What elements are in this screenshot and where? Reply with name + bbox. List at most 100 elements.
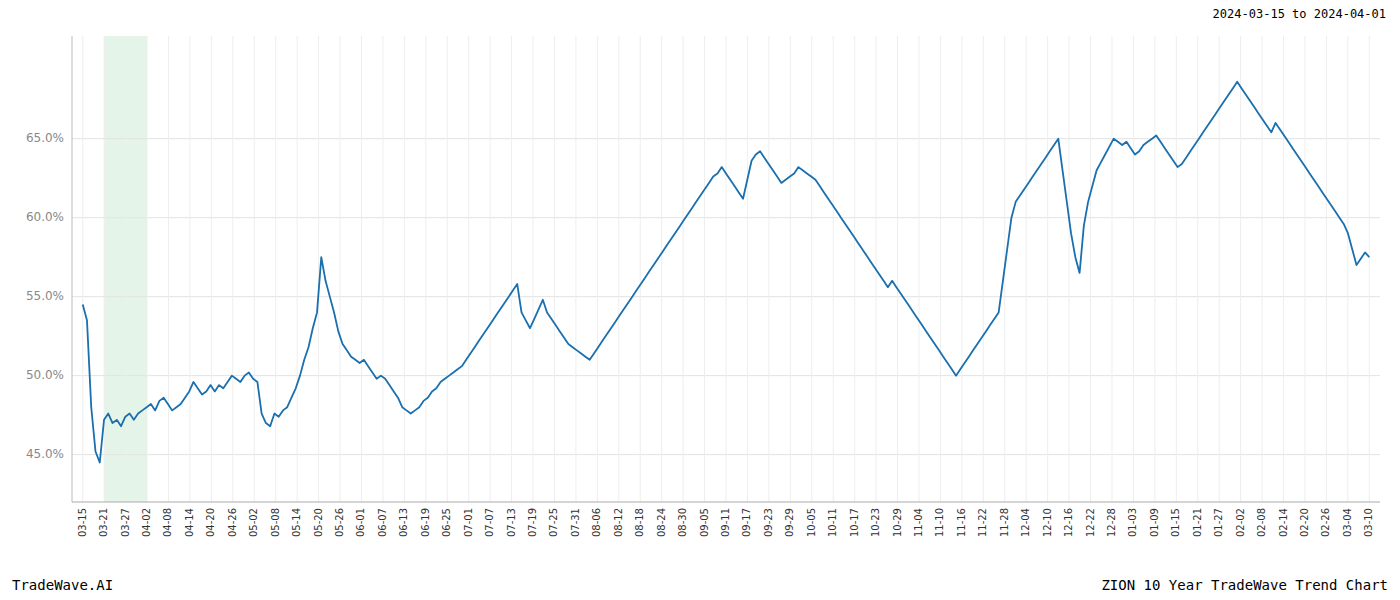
grid	[72, 36, 1380, 502]
x-tick-label: 04-20	[205, 508, 216, 537]
x-grid-line	[1176, 36, 1177, 502]
x-grid-line	[854, 36, 855, 502]
x-tick-label: 06-13	[398, 508, 409, 537]
x-tick-label: 12-10	[1042, 508, 1053, 537]
x-grid-line	[1047, 36, 1048, 502]
x-tick-label: 09-05	[699, 508, 710, 537]
x-tick-label: 01-09	[1149, 508, 1160, 537]
x-tick-label: 06-19	[420, 508, 431, 537]
y-tick-label: 45.0%	[26, 447, 64, 461]
x-grid-line	[1326, 36, 1327, 502]
x-tick-label: 12-28	[1106, 508, 1117, 537]
x-grid-line	[490, 36, 491, 502]
x-tick-label: 07-31	[570, 508, 581, 537]
x-grid-line	[768, 36, 769, 502]
x-tick-label: 08-24	[656, 508, 667, 537]
x-grid-line	[1026, 36, 1027, 502]
background	[0, 0, 1400, 600]
plot-area	[83, 82, 1370, 463]
x-grid-line	[1197, 36, 1198, 502]
x-tick-label: 02-08	[1256, 508, 1267, 537]
x-grid-line	[1111, 36, 1112, 502]
x-tick-label: 01-21	[1192, 508, 1203, 537]
y-tick-label: 55.0%	[26, 289, 64, 303]
x-tick-label: 03-21	[98, 508, 109, 537]
x-grid-line	[1304, 36, 1305, 502]
x-tick-label: 03-15	[77, 508, 88, 537]
x-grid-line	[275, 36, 276, 502]
x-tick-label: 08-12	[613, 508, 624, 537]
x-grid-line	[940, 36, 941, 502]
x-grid-line	[1219, 36, 1220, 502]
x-grid-line	[425, 36, 426, 502]
x-tick-label: 05-08	[270, 508, 281, 537]
x-grid-line	[961, 36, 962, 502]
trend-line	[83, 82, 1370, 463]
x-tick-label: 07-25	[548, 508, 559, 537]
x-grid-line	[897, 36, 898, 502]
x-grid-line	[511, 36, 512, 502]
x-grid-line	[533, 36, 534, 502]
chart-name: ZION 10 Year TradeWave Trend Chart	[1101, 577, 1388, 593]
x-grid-line	[447, 36, 448, 502]
x-grid-line	[1069, 36, 1070, 502]
x-grid-line	[618, 36, 619, 502]
x-grid-line	[361, 36, 362, 502]
x-grid-line	[1090, 36, 1091, 502]
x-tick-label: 03-10	[1363, 508, 1374, 537]
x-grid-line	[1133, 36, 1134, 502]
x-tick-label: 05-26	[334, 508, 345, 537]
x-tick-label: 09-23	[763, 508, 774, 537]
x-grid-line	[297, 36, 298, 502]
x-grid-line	[104, 36, 105, 502]
x-tick-label: 11-22	[977, 508, 988, 537]
x-tick-label: 11-16	[956, 508, 967, 537]
x-grid-line	[811, 36, 812, 502]
x-tick-label: 11-04	[913, 508, 924, 537]
x-grid-line	[125, 36, 126, 502]
x-tick-label: 04-02	[141, 508, 152, 537]
x-grid-line	[168, 36, 169, 502]
x-tick-label: 12-04	[1020, 508, 1031, 537]
x-grid-line	[1347, 36, 1348, 502]
x-tick-label: 09-11	[720, 508, 731, 537]
shaded-span	[104, 36, 147, 502]
date-range: 2024-03-15 to 2024-04-01	[1213, 7, 1386, 21]
x-tick-label: 04-26	[227, 508, 238, 537]
x-tick-label: 02-14	[1278, 508, 1289, 537]
x-grid-line	[1154, 36, 1155, 502]
x-grid-line	[189, 36, 190, 502]
x-grid-line	[1369, 36, 1370, 502]
x-tick-label: 12-16	[1063, 508, 1074, 537]
x-tick-label: 11-28	[999, 508, 1010, 537]
y-tick-label: 50.0%	[26, 368, 64, 382]
x-tick-label: 12-22	[1085, 508, 1096, 537]
x-tick-label: 10-23	[870, 508, 881, 537]
brand: TradeWave.AI	[12, 577, 113, 593]
chart: 45.0%50.0%55.0%60.0%65.0%03-1503-2103-27…	[0, 0, 1400, 600]
x-tick-label: 07-19	[527, 508, 538, 537]
x-tick-label: 04-08	[162, 508, 173, 537]
x-tick-label: 08-06	[591, 508, 602, 537]
x-tick-label: 08-18	[634, 508, 645, 537]
x-tick-label: 03-04	[1342, 508, 1353, 537]
y-axis-line	[72, 36, 73, 502]
x-tick-label: 01-15	[1170, 508, 1181, 537]
x-grid-line	[747, 36, 748, 502]
x-tick-label: 01-03	[1127, 508, 1138, 537]
x-tick-label: 06-01	[355, 508, 366, 537]
x-grid-line	[404, 36, 405, 502]
x-grid-line	[726, 36, 727, 502]
x-grid-line	[1262, 36, 1263, 502]
x-grid-line	[1283, 36, 1284, 502]
x-grid-line	[918, 36, 919, 502]
x-tick-label: 05-02	[248, 508, 259, 537]
chart-container: 45.0%50.0%55.0%60.0%65.0%03-1503-2103-27…	[0, 0, 1400, 600]
x-grid-line	[661, 36, 662, 502]
x-tick-label: 01-27	[1213, 508, 1224, 537]
x-tick-label: 05-20	[313, 508, 324, 537]
x-tick-label: 10-17	[849, 508, 860, 537]
x-grid-line	[147, 36, 148, 502]
x-axis-line	[72, 502, 1380, 503]
x-grid-line	[318, 36, 319, 502]
